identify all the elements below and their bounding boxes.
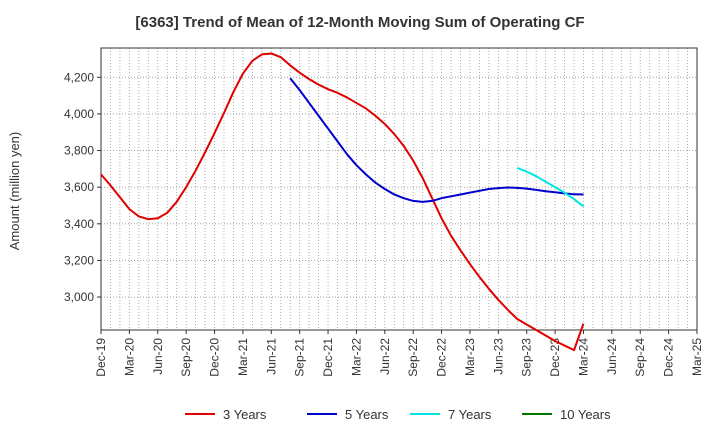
plot-frame [100,47,698,331]
series-line-3-years [100,52,585,352]
y-tick-label: 3,400 [64,217,94,231]
x-tick-label: Sep-24 [633,338,647,377]
y-axis-label: Amount (million yen) [7,132,22,251]
series-layer [100,52,585,352]
x-tick-label: Dec-23 [548,338,562,377]
x-tick-label: Mar-24 [576,338,590,376]
x-tick-label: Sep-20 [179,338,193,377]
series-line-5-years [289,77,584,203]
legend: 3 Years 5 Years 7 Years 10 Years [185,407,611,422]
grid-layer [100,48,698,330]
x-tick-label: Dec-24 [662,338,676,377]
x-tick-label: Sep-22 [406,338,420,377]
x-tick-label: Dec-19 [94,338,108,377]
x-tick-label: Mar-20 [122,338,136,376]
series-line-7-years [516,167,585,208]
y-tick-label: 4,000 [64,107,94,121]
x-tick-label: Jun-22 [378,338,392,375]
x-tick-label: Dec-20 [208,338,222,377]
legend-label: 7 Years [448,407,492,422]
x-tick-label: Mar-22 [349,338,363,376]
y-tick-label: 3,200 [64,253,94,267]
axis-layer: 3,000 3,200 3,400 3,600 3,800 4,000 4,200 Dec-1… [64,47,704,377]
chart-title: [6363] Trend of Mean of 12-Month Moving … [135,14,584,31]
legend-label: 5 Years [345,407,389,422]
x-tick-label: Mar-21 [236,338,250,376]
x-tick-label: Jun-20 [151,338,165,375]
x-tick-label: Jun-23 [491,338,505,375]
x-tick-label: Sep-21 [293,338,307,377]
y-tick-label: 3,800 [64,144,94,158]
x-tick-label: Mar-23 [463,338,477,376]
x-tick-label: Dec-21 [321,338,335,377]
x-tick-label: Jun-21 [264,338,278,375]
legend-label: 10 Years [560,407,611,422]
x-tick-label: Sep-23 [520,338,534,377]
y-tick-label: 4,200 [64,70,94,84]
y-tick-label: 3,000 [64,290,94,304]
y-tick-label: 3,600 [64,180,94,194]
x-tick-label: Jun-24 [605,338,619,375]
legend-label: 3 Years [223,407,267,422]
x-tick-label: Dec-22 [435,338,449,377]
x-tick-label: Mar-25 [690,338,704,376]
